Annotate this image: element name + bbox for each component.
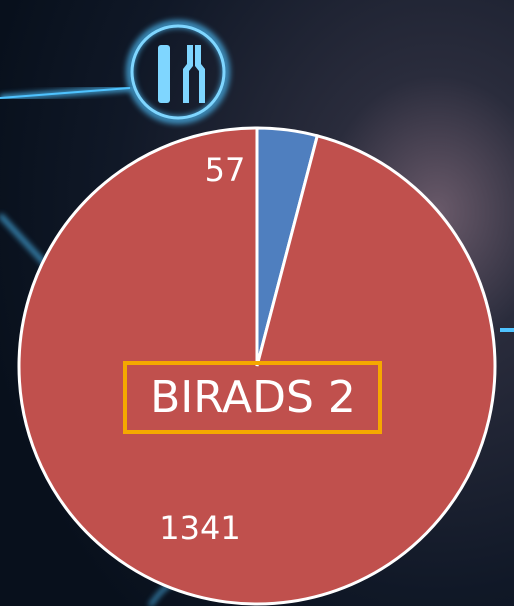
- pie-slice: [17, 126, 497, 606]
- title-box: [123, 361, 382, 434]
- data-label: 1341: [159, 509, 240, 547]
- data-label: 57: [205, 151, 246, 189]
- chart-title: BIRADS 2: [150, 372, 356, 423]
- pie: 57 1341: [17, 126, 497, 606]
